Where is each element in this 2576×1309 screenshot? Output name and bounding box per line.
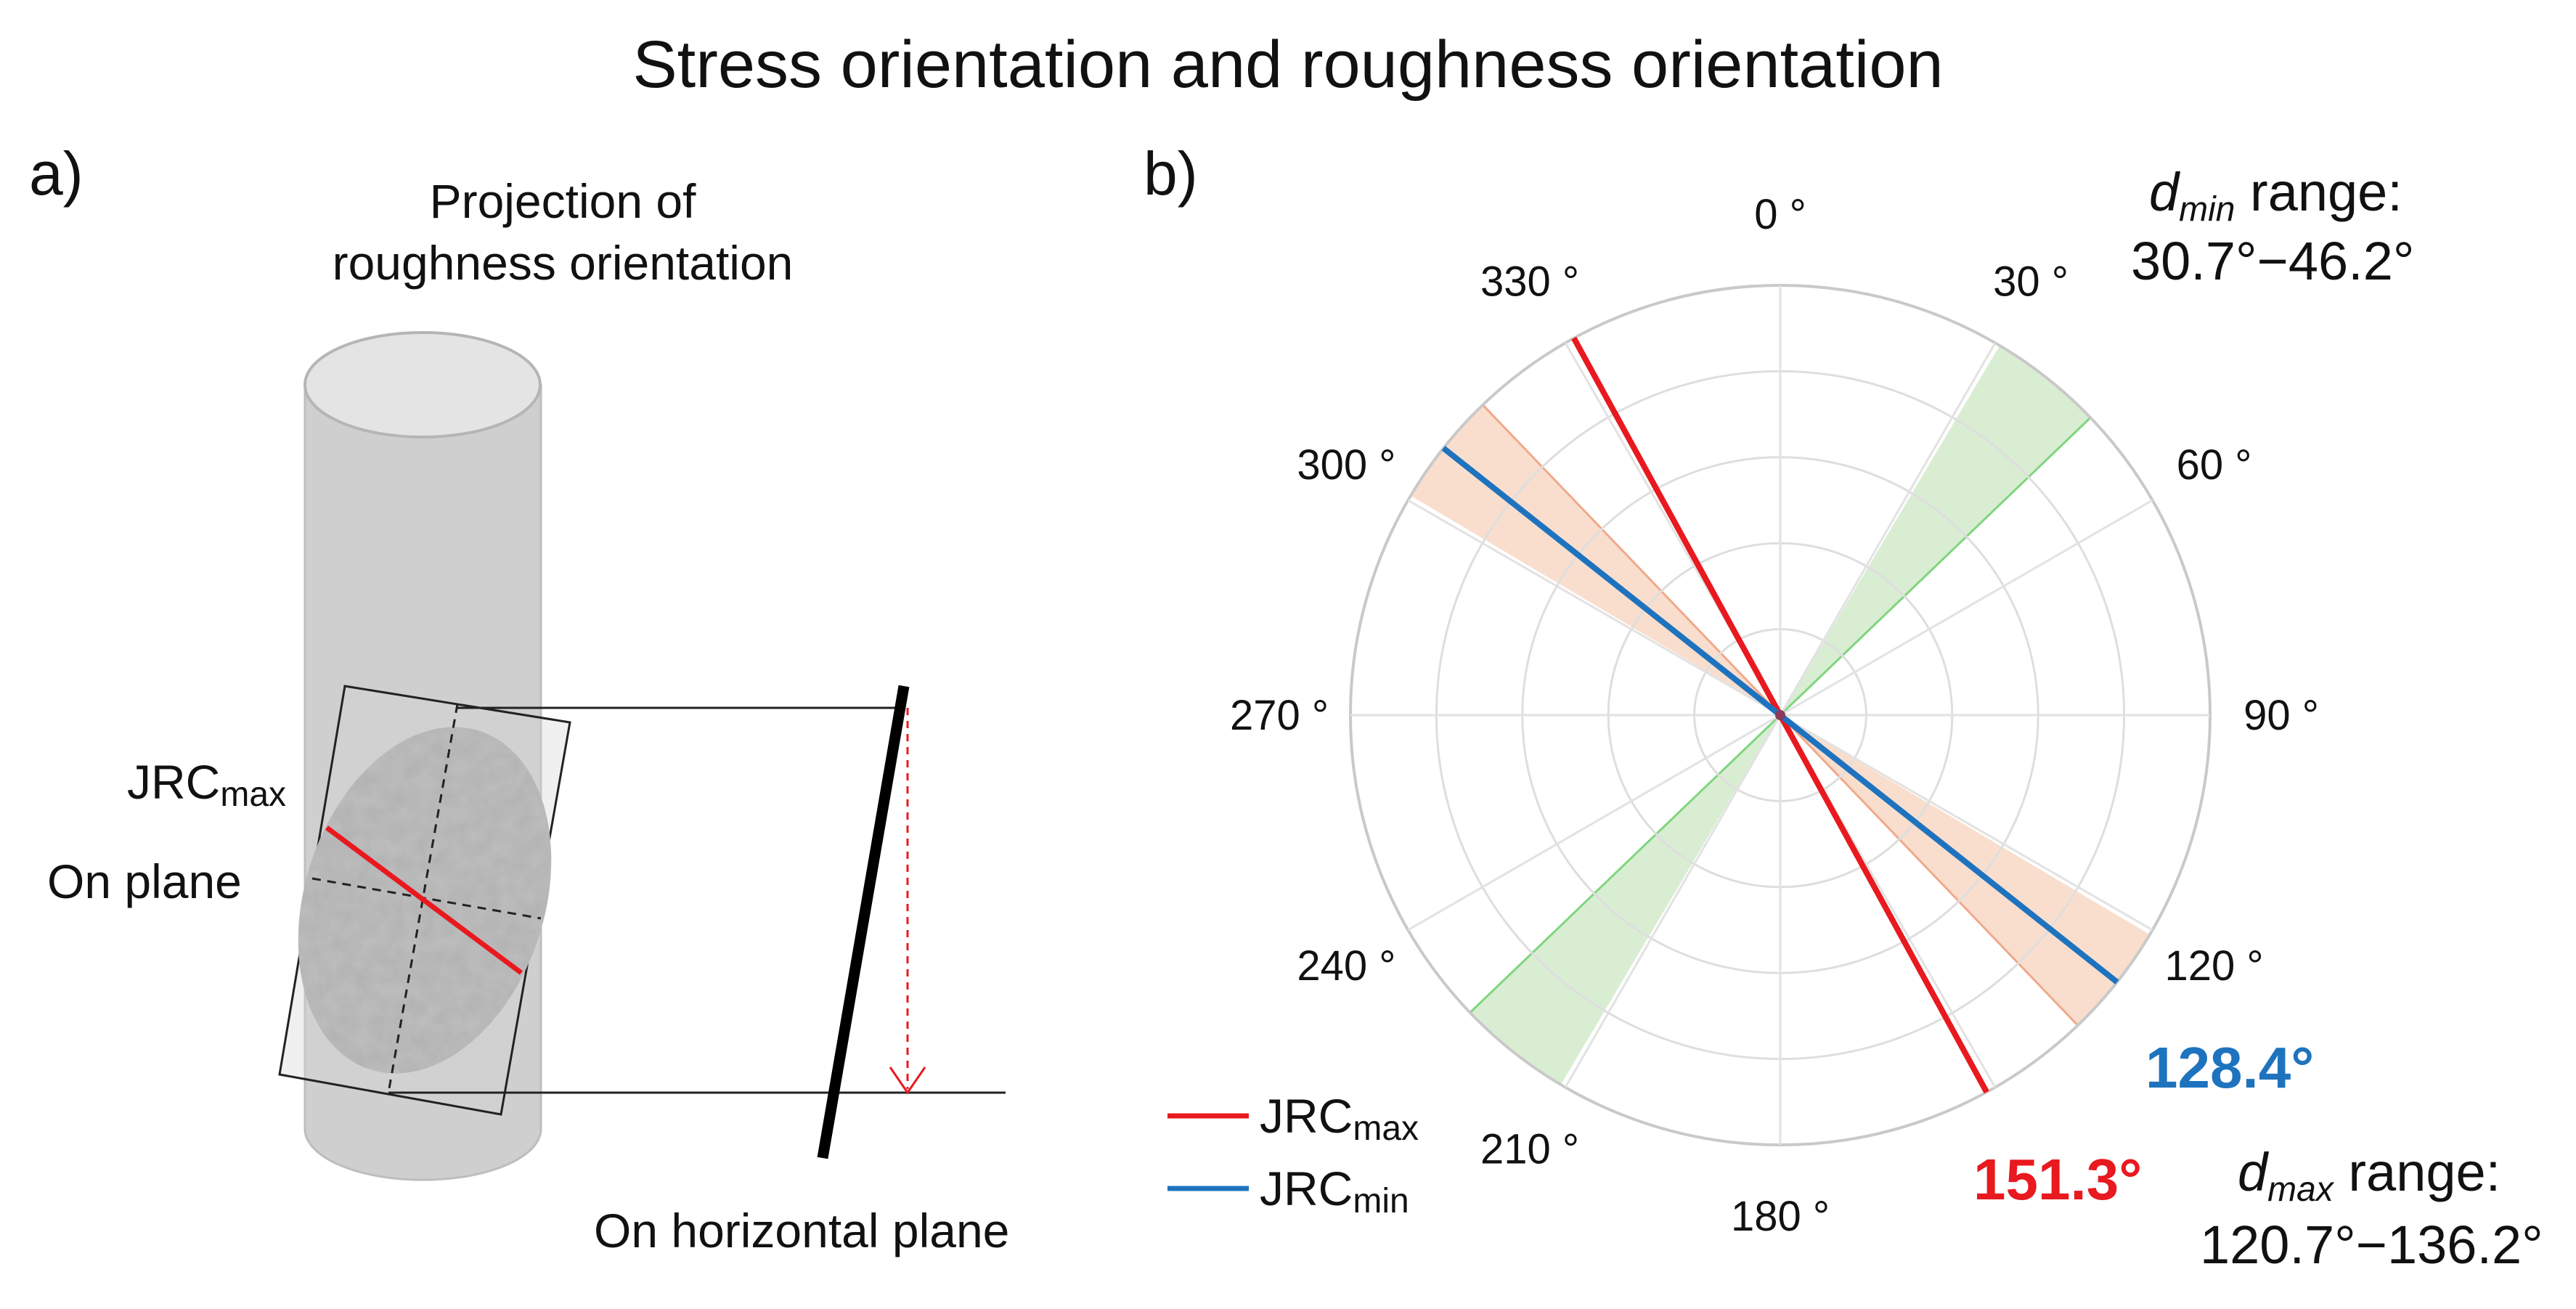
dmin-range-heading: dmin range: — [2149, 162, 2402, 229]
dmax-range-value: 120.7°−136.2° — [2200, 1215, 2543, 1275]
horizontal-plane-thick-line — [817, 685, 910, 1159]
angle-tick-label-11: 330 ° — [1480, 258, 1579, 305]
angle-tick-label-9: 270 ° — [1230, 692, 1329, 739]
projection-caption-line2: roughness orientation — [333, 236, 794, 290]
sector-edge-1-0 — [1779, 714, 2079, 1027]
projection-caption-line1: Projection of — [430, 174, 697, 228]
sector-edge-1-1 — [1482, 404, 1782, 717]
angle-tick-label-3: 90 ° — [2243, 692, 2319, 739]
jrcmin-angle-label: 128.4° — [2145, 1035, 2314, 1100]
angle-tick-label-0: 0 ° — [1754, 191, 1806, 238]
jrcmax-on-plane-line — [325, 825, 523, 975]
polar-center-dot — [1775, 710, 1785, 720]
angle-tick-labels: 0 ° 30 ° 60 ° 90 ° 120 ° 180 ° 210 ° 240 ° 270 °… — [1230, 191, 2319, 1240]
sector-0-1 — [1377, 715, 1780, 1145]
on-horizontal-plane-label: On horizontal plane — [594, 1204, 1009, 1257]
figure-title: Stress orientation and roughness orienta… — [632, 28, 1943, 102]
dmax-range-heading: dmax range: — [2238, 1142, 2500, 1209]
legend: JRCmax JRCmin — [1167, 1089, 1419, 1220]
angle-tick-label-4: 120 ° — [2165, 942, 2264, 990]
jrcmax-angle-label: 151.3° — [1973, 1147, 2142, 1212]
on-plane-label: On plane — [47, 855, 242, 908]
panel-a-label: a) — [29, 139, 83, 208]
polar-spoke-2 — [1780, 499, 2153, 717]
polar-spoke-1 — [1779, 342, 1997, 716]
jrc-max-label: JRCmax — [127, 755, 286, 814]
polar-spoke-10 — [1407, 499, 1781, 717]
legend-jrcmax-label: JRCmax — [1260, 1089, 1419, 1148]
polar-spoke-8 — [1407, 714, 1781, 931]
angle-tick-label-2: 60 ° — [2177, 441, 2252, 489]
legend-jrcmin-label: JRCmin — [1260, 1162, 1409, 1220]
angle-tick-label-8: 240 ° — [1297, 942, 1395, 990]
dmin-range-value: 30.7°−46.2° — [2131, 231, 2414, 291]
polar-spokes — [1350, 285, 2210, 1145]
orientation-lines — [1441, 336, 2119, 1094]
sector-0-0 — [1780, 285, 2184, 715]
polar-spoke-7 — [1564, 714, 1782, 1088]
angle-tick-label-7: 210 ° — [1480, 1126, 1579, 1173]
angle-tick-label-1: 30 ° — [1993, 258, 2068, 305]
sector-edge-0-1 — [1469, 714, 1782, 1014]
polar-spoke-4 — [1780, 714, 2153, 931]
sector-edge-0-0 — [1779, 417, 2092, 717]
angle-tick-label-10: 300 ° — [1297, 441, 1395, 489]
panel-b-label: b) — [1144, 139, 1198, 208]
angle-tick-label-6: 180 ° — [1731, 1193, 1830, 1240]
panel-b: b) 0 ° 30 ° 60 ° 90 ° 120 ° 180 ° 210 ° 240 ° 27… — [1144, 139, 2543, 1275]
panel-a: a) Projection of roughness orientation — [29, 139, 1009, 1257]
projection-box — [388, 685, 1006, 1159]
